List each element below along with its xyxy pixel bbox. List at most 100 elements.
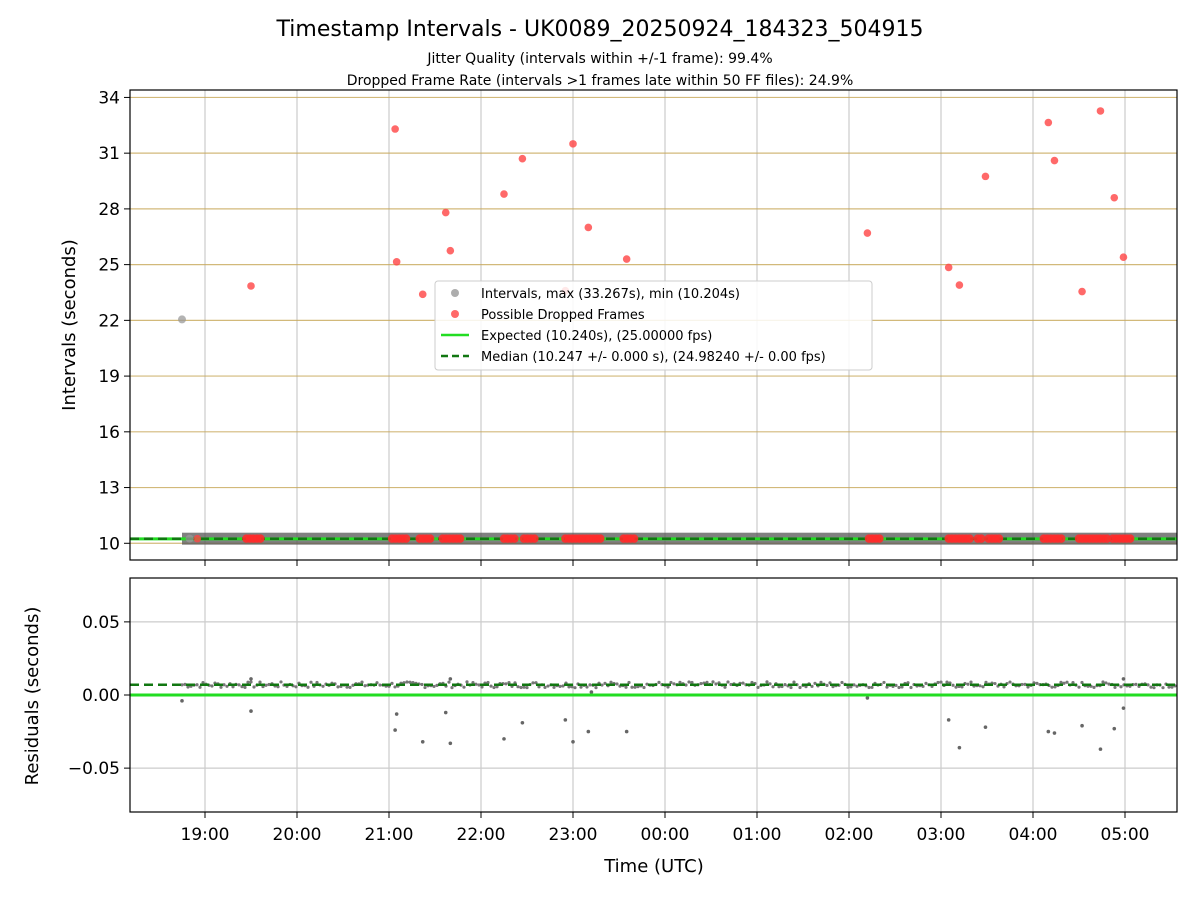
residual-point bbox=[309, 680, 313, 684]
dropped-frame-point bbox=[863, 229, 872, 237]
residual-point bbox=[402, 681, 406, 685]
residual-point bbox=[723, 685, 727, 689]
top-plot-frame bbox=[129, 89, 1178, 561]
residual-point bbox=[600, 683, 604, 687]
residual-outlier-point bbox=[1098, 747, 1103, 751]
residual-point bbox=[1152, 686, 1156, 690]
legend-label: Median (10.247 +/- 0.000 s), (24.98240 +… bbox=[481, 350, 826, 365]
residual-outlier-point bbox=[393, 728, 397, 732]
residual-point bbox=[420, 682, 424, 687]
residual-point bbox=[423, 685, 427, 690]
residual-point bbox=[432, 684, 436, 689]
dropped-frame-point bbox=[944, 263, 953, 272]
residual-point bbox=[666, 685, 670, 689]
legend: Intervals, max (33.267s), min (10.204s) P… bbox=[434, 280, 873, 371]
residual-outlier-point bbox=[589, 690, 594, 694]
residual-point bbox=[1134, 682, 1138, 686]
residual-point bbox=[906, 681, 910, 685]
residual-point bbox=[981, 685, 985, 689]
dropped-frame-point bbox=[1096, 107, 1105, 115]
top-y-axis-label: Intervals (seconds) bbox=[59, 239, 80, 411]
residual-point bbox=[792, 680, 796, 684]
dropped-frame-point bbox=[622, 255, 631, 263]
residual-point bbox=[1077, 685, 1081, 689]
residual-point bbox=[726, 680, 730, 684]
residual-point bbox=[729, 682, 733, 687]
residual-point bbox=[519, 685, 523, 690]
x-tick-label: 23:00 bbox=[549, 825, 598, 845]
residual-point bbox=[1050, 685, 1054, 689]
residual-point bbox=[237, 683, 241, 687]
residual-outlier-point bbox=[520, 720, 525, 725]
dropped-frame-baseline-point bbox=[977, 534, 986, 543]
residual-point bbox=[1035, 681, 1039, 685]
residual-point bbox=[882, 680, 886, 685]
residual-point bbox=[186, 685, 190, 689]
dropped-frame-baseline-point bbox=[530, 534, 539, 543]
residual-point bbox=[771, 685, 775, 689]
top-y-tick-label: 34 bbox=[98, 88, 120, 108]
dropped-frame-baseline-point bbox=[401, 534, 411, 543]
residual-point bbox=[474, 682, 478, 686]
residual-point bbox=[687, 680, 691, 684]
residual-point bbox=[246, 680, 250, 684]
residual-point bbox=[594, 686, 598, 690]
residual-point bbox=[798, 685, 802, 690]
residual-outlier-point bbox=[1052, 731, 1057, 735]
dropped-frame-baseline-point bbox=[965, 534, 974, 543]
residual-point bbox=[966, 682, 970, 686]
residual-point bbox=[1101, 680, 1105, 684]
residual-point bbox=[345, 685, 349, 689]
residual-point bbox=[543, 685, 547, 689]
residual-point bbox=[492, 685, 496, 690]
legend-box bbox=[434, 280, 873, 371]
dropped-frame-point bbox=[955, 281, 964, 289]
residual-point bbox=[1023, 682, 1027, 686]
residual-point bbox=[909, 685, 913, 690]
residual-point bbox=[714, 682, 718, 686]
residual-point bbox=[690, 680, 694, 685]
residual-point bbox=[741, 681, 745, 685]
dropped-frame-point bbox=[1044, 118, 1053, 127]
residual-point bbox=[1167, 685, 1171, 689]
x-tick-label: 04:00 bbox=[1009, 825, 1058, 845]
residual-point bbox=[252, 685, 256, 689]
residual-point bbox=[546, 684, 550, 688]
legend-marker bbox=[451, 289, 459, 297]
residual-point bbox=[1170, 685, 1174, 689]
residual-point bbox=[642, 685, 646, 690]
residual-point bbox=[363, 684, 367, 688]
residual-point bbox=[477, 683, 481, 687]
residual-outlier-point bbox=[249, 709, 253, 713]
bottom-y-axis-label: Residuals (seconds) bbox=[22, 607, 43, 786]
residual-point bbox=[378, 683, 382, 687]
residual-point bbox=[1107, 682, 1111, 686]
top-y-tick-label: 19 bbox=[98, 367, 120, 387]
x-axis-label: Time (UTC) bbox=[603, 856, 704, 877]
residual-point bbox=[969, 680, 973, 684]
residual-point bbox=[210, 684, 214, 688]
x-tick-label: 21:00 bbox=[365, 825, 414, 845]
residual-point bbox=[1104, 681, 1108, 685]
residual-outlier-point bbox=[946, 718, 951, 722]
top-y-tick-label: 16 bbox=[98, 423, 120, 443]
residual-point bbox=[711, 680, 715, 684]
residual-point bbox=[183, 682, 187, 687]
dropped-frame-baseline-point bbox=[425, 534, 435, 543]
residual-point bbox=[294, 685, 298, 689]
residual-outlier-point bbox=[394, 712, 399, 716]
dropped-frame-point bbox=[1078, 287, 1086, 296]
residual-point bbox=[810, 684, 814, 688]
x-tick-label: 01:00 bbox=[733, 825, 782, 845]
residual-point bbox=[507, 681, 511, 685]
residual-point bbox=[435, 683, 439, 687]
residual-point bbox=[813, 681, 817, 685]
residual-point bbox=[1149, 685, 1153, 689]
residual-point bbox=[609, 680, 613, 684]
residual-point bbox=[1020, 682, 1024, 687]
residual-point bbox=[450, 686, 454, 690]
residual-point bbox=[939, 680, 943, 684]
residual-outlier-point bbox=[502, 737, 506, 741]
residual-point bbox=[783, 683, 787, 687]
x-tick-label: 02:00 bbox=[825, 825, 874, 845]
